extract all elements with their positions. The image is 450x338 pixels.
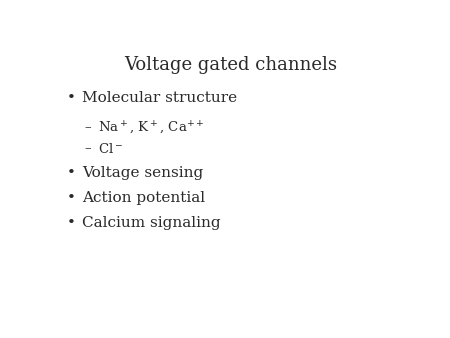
Text: •: • bbox=[67, 91, 76, 105]
Text: •: • bbox=[67, 191, 76, 205]
Text: •: • bbox=[67, 166, 76, 180]
Text: Cl$^-$: Cl$^-$ bbox=[98, 142, 123, 155]
Text: –: – bbox=[84, 142, 91, 155]
Text: Voltage gated channels: Voltage gated channels bbox=[124, 56, 337, 74]
Text: Calcium signaling: Calcium signaling bbox=[82, 216, 221, 230]
Text: Molecular structure: Molecular structure bbox=[82, 91, 238, 105]
Text: –: – bbox=[84, 121, 91, 134]
Text: Action potential: Action potential bbox=[82, 191, 206, 205]
Text: Na$^+$, K$^+$, Ca$^{++}$: Na$^+$, K$^+$, Ca$^{++}$ bbox=[98, 119, 205, 136]
Text: •: • bbox=[67, 216, 76, 230]
Text: Voltage sensing: Voltage sensing bbox=[82, 166, 204, 180]
